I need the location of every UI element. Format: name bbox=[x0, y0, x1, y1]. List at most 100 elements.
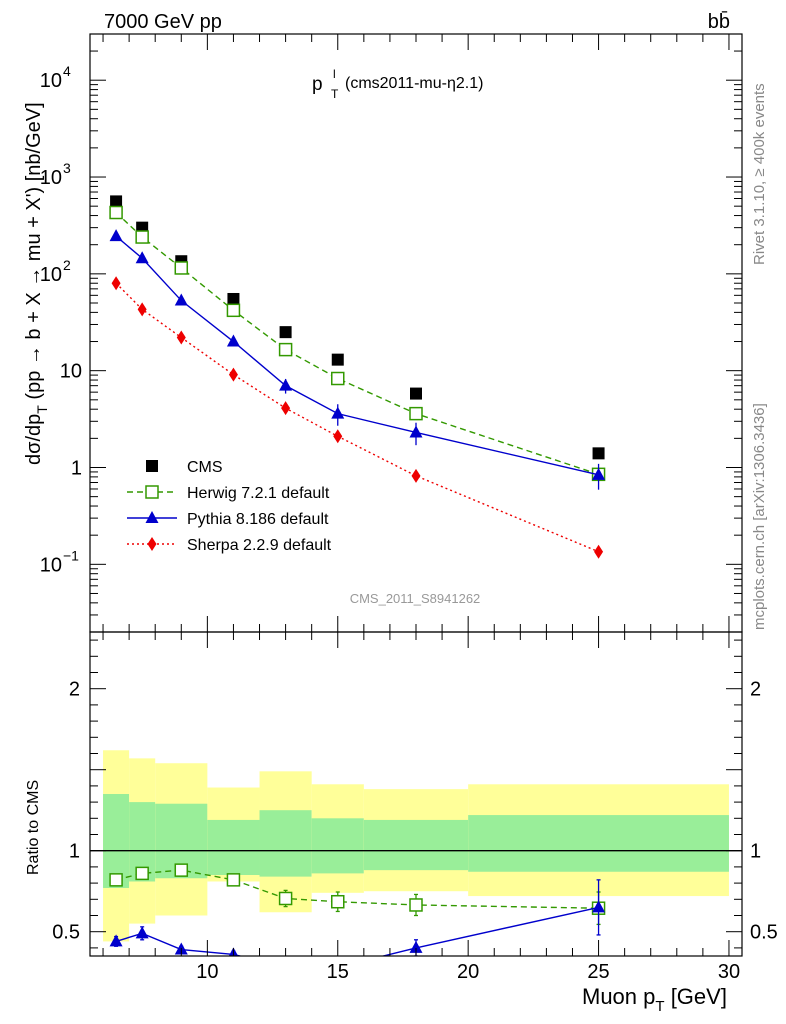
rivet-version-text: Rivet 3.1.10, ≥ 400k events bbox=[751, 83, 768, 265]
data-point bbox=[109, 934, 123, 947]
xlabel-sub: T bbox=[655, 998, 664, 1015]
svg-text:Muon pT [GeV]: Muon pT [GeV] bbox=[582, 984, 727, 1015]
analysis-watermark: CMS_2011_S8941262 bbox=[350, 591, 481, 606]
data-point bbox=[227, 292, 240, 305]
data-point bbox=[174, 293, 188, 306]
data-point bbox=[278, 891, 293, 906]
data-point bbox=[331, 371, 345, 386]
legend-marker bbox=[145, 511, 159, 523]
band-inner bbox=[311, 818, 364, 874]
legend-marker bbox=[147, 537, 157, 551]
x-axis-label: Muon pT [GeV] bbox=[582, 984, 727, 1015]
ratio-pythia bbox=[109, 879, 606, 972]
data-point bbox=[278, 342, 293, 357]
band-inner bbox=[468, 815, 729, 872]
legend-marker bbox=[145, 485, 159, 499]
data-point bbox=[592, 447, 605, 460]
series-herwig bbox=[109, 205, 606, 482]
uncertainty-bands bbox=[103, 750, 729, 942]
data-point bbox=[174, 261, 189, 275]
data-point bbox=[331, 353, 344, 366]
xlabel-main: Muon p bbox=[582, 984, 655, 1009]
series-line bbox=[115, 235, 599, 476]
ratio-y-tick-label-right: 2 bbox=[750, 679, 761, 701]
data-point bbox=[110, 195, 123, 208]
data-point bbox=[226, 873, 241, 887]
data-point bbox=[109, 205, 123, 220]
data-point bbox=[409, 425, 423, 438]
legend-entry: Sherpa 2.2.9 default bbox=[127, 537, 332, 554]
data-point bbox=[109, 229, 123, 242]
main-plot-title: p l T (cms2011-mu-η2.1) bbox=[312, 67, 483, 101]
ylabel-sub: T bbox=[34, 405, 50, 414]
legend-label: CMS bbox=[187, 459, 223, 476]
xlabel-suffix: [GeV] bbox=[671, 984, 727, 1009]
band-inner bbox=[103, 794, 130, 888]
x-tick-label: 10 bbox=[196, 961, 218, 983]
y-tick-label: 1 bbox=[71, 457, 82, 479]
ratio-y-axis-label: Ratio to CMS bbox=[25, 780, 42, 875]
data-point bbox=[228, 367, 238, 382]
series-line bbox=[115, 906, 599, 956]
title-main: p bbox=[312, 74, 323, 95]
legend: CMS Herwig 7.2.1 default Pythia 8.186 defa… bbox=[127, 459, 332, 554]
data-point bbox=[226, 303, 241, 318]
main-y-ticks bbox=[90, 33, 742, 633]
y-tick-label-exp: 2 bbox=[63, 257, 71, 273]
data-point bbox=[409, 406, 423, 421]
legend-label: Sherpa 2.2.9 default bbox=[187, 537, 332, 554]
ylabel-suffix: (pp → b + X → mu + X') [nb/GeV] bbox=[23, 102, 45, 399]
data-point bbox=[333, 429, 343, 444]
legend-marker bbox=[146, 460, 158, 472]
y-tick-label-exp: 3 bbox=[63, 160, 71, 176]
x-tick-label: 15 bbox=[327, 961, 349, 983]
x-tick-label: 25 bbox=[587, 961, 609, 983]
series-sherpa bbox=[111, 276, 604, 559]
data-point bbox=[410, 387, 422, 400]
data-point bbox=[176, 330, 186, 345]
data-point bbox=[279, 326, 292, 339]
data-point bbox=[279, 378, 293, 391]
ratio-y-ticks bbox=[90, 639, 742, 949]
data-point bbox=[279, 960, 292, 972]
mcplots-credit-text: mcplots.cern.ch [arXiv:1306.3436] bbox=[751, 403, 768, 630]
data-point bbox=[135, 866, 149, 881]
band-inner bbox=[207, 819, 260, 875]
y-tick-label-exp: −1 bbox=[63, 547, 79, 563]
data-point bbox=[109, 873, 123, 887]
data-point bbox=[111, 276, 121, 291]
data-point bbox=[592, 467, 606, 480]
x-tick-label: 30 bbox=[718, 961, 740, 983]
main-x-ticks bbox=[102, 34, 730, 632]
data-point bbox=[174, 863, 189, 877]
legend-entry: Pythia 8.186 default bbox=[127, 511, 329, 528]
data-point bbox=[331, 406, 345, 419]
data-point bbox=[137, 302, 147, 317]
y-tick-label: 10 bbox=[40, 264, 62, 286]
data-point bbox=[135, 251, 149, 264]
process-label: bb̄ bbox=[708, 10, 730, 33]
data-point bbox=[281, 401, 291, 416]
data-point bbox=[409, 898, 423, 912]
svg-text:dσ/dpT (pp → b + X → mu + X'): dσ/dpT (pp → b + X → mu + X') [nb/GeV] bbox=[23, 102, 50, 465]
series-pythia bbox=[109, 229, 606, 490]
data-point bbox=[331, 894, 345, 909]
y-tick-label-exp: 4 bbox=[63, 63, 71, 79]
ratio-y-tick-label-right: 1 bbox=[750, 841, 761, 863]
y-tick-label: 10 bbox=[40, 554, 62, 576]
legend-label: Pythia 8.186 default bbox=[187, 511, 329, 528]
data-point bbox=[594, 544, 604, 559]
data-point bbox=[411, 468, 421, 483]
ratio-panel: 0.5 0.5 1 1 2 2 10 15 20 25 30 bbox=[52, 631, 778, 983]
main-y-axis-label: dσ/dpT (pp → b + X → mu + X') [nb/GeV] bbox=[23, 102, 50, 465]
ratio-y-tick-label: 1 bbox=[69, 841, 80, 863]
data-point bbox=[592, 900, 606, 913]
y-tick-label: 10 bbox=[40, 70, 62, 92]
ratio-y-tick-label-right: 0.5 bbox=[750, 922, 778, 944]
data-point bbox=[226, 334, 240, 347]
title-suffix: (cms2011-mu-η2.1) bbox=[345, 75, 483, 92]
ratio-y-tick-label: 2 bbox=[69, 679, 80, 701]
title-sub: T bbox=[331, 87, 339, 101]
